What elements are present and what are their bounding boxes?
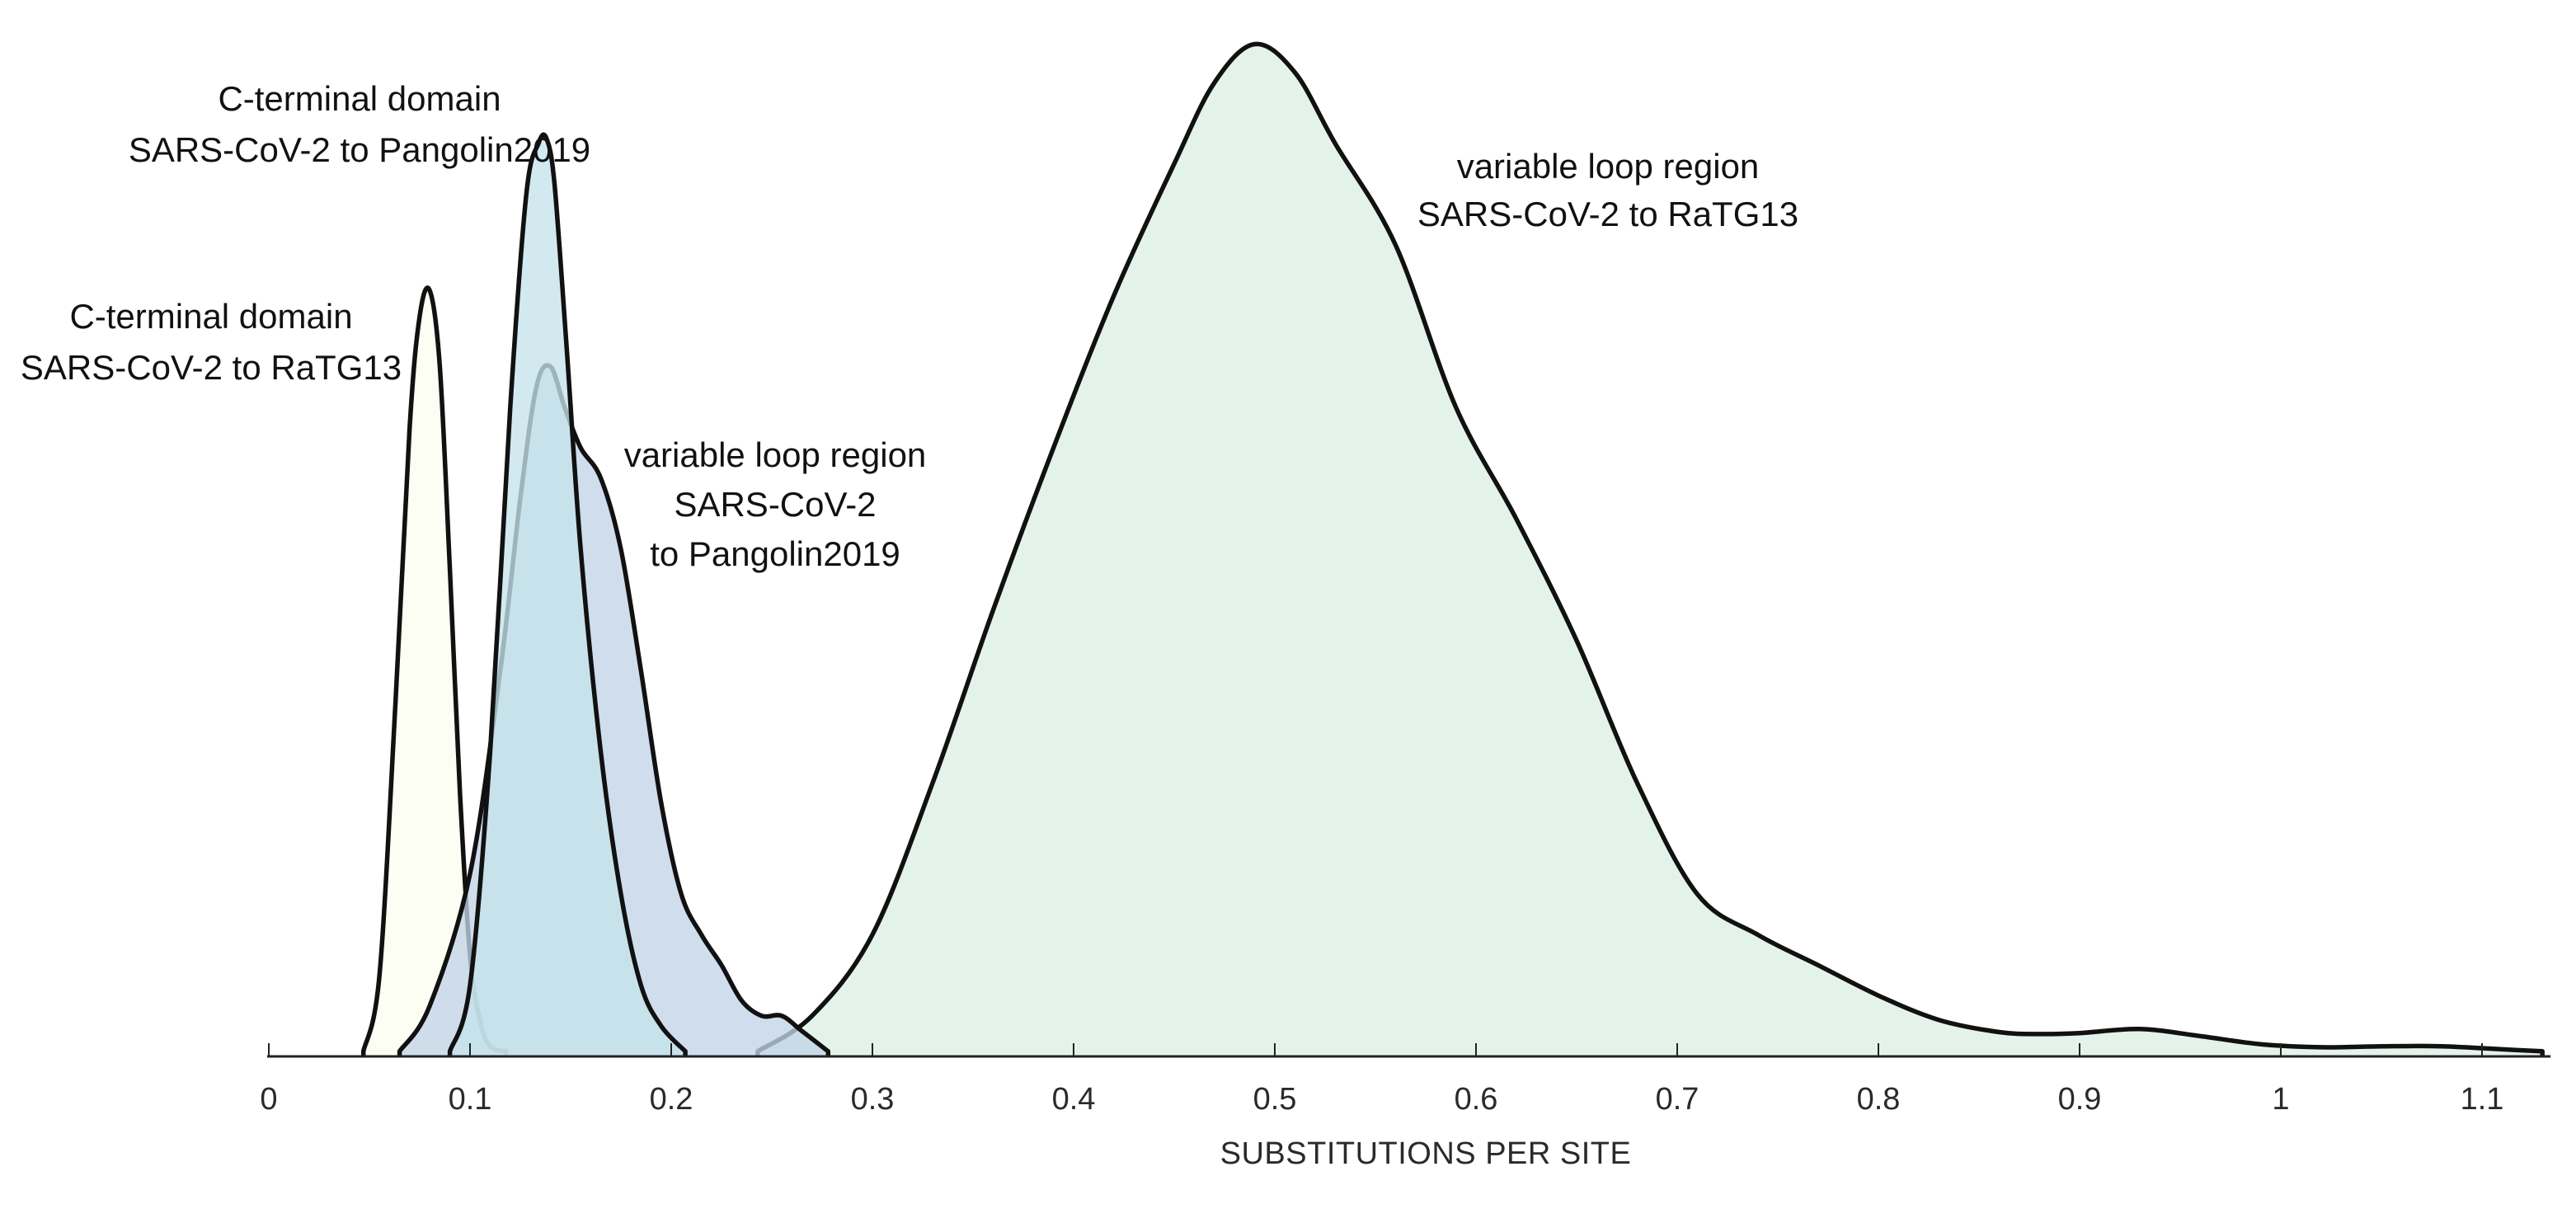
annotation-line: C-terminal domain <box>218 79 501 118</box>
annotation-line: SARS-CoV-2 <box>674 485 876 524</box>
x-tick-label: 0.3 <box>851 1082 895 1117</box>
x-tick-label: 0.5 <box>1253 1082 1297 1117</box>
annotation-line: to Pangolin2019 <box>650 534 900 573</box>
x-tick-label: 1.1 <box>2461 1082 2504 1117</box>
x-tick-label: 0.8 <box>1857 1082 1901 1117</box>
x-tick-label: 0 <box>260 1082 277 1117</box>
x-tick-label: 0.6 <box>1455 1082 1498 1117</box>
series-annotations: variable loop region SARS-CoV-2 to RaTG13… <box>21 79 1798 573</box>
x-tick-label: 0.4 <box>1052 1082 1096 1117</box>
x-tick-label: 1 <box>2272 1082 2289 1117</box>
annotation-line: variable loop region <box>1457 147 1760 186</box>
density-curves <box>360 41 2545 1057</box>
annotation-vlr-pangolin: variable loop region SARS-CoV-2 to Pangoli… <box>624 435 927 573</box>
annotation-ctd-ratg13: C-terminal domain SARS-CoV-2 to RaTG13 <box>21 297 402 387</box>
annotation-line: SARS-CoV-2 to Pangolin2019 <box>129 130 590 169</box>
x-axis-ticks: 0 0.1 0.2 0.3 0.4 0.5 0.6 0.7 0.8 0.9 1 1.1 <box>260 1043 2503 1117</box>
x-tick-label: 0.1 <box>449 1082 492 1117</box>
annotation-line: SARS-CoV-2 to RaTG13 <box>21 348 402 387</box>
annotation-ctd-pangolin: C-terminal domain SARS-CoV-2 to Pangolin2… <box>129 79 590 169</box>
density-curve-ctd-pangolin-outline <box>447 132 688 1056</box>
annotation-vlr-ratg13: variable loop region SARS-CoV-2 to RaTG13 <box>1417 147 1798 233</box>
annotation-line: C-terminal domain <box>69 297 352 336</box>
x-tick-label: 0.2 <box>650 1082 693 1117</box>
x-axis-title: SUBSTITUTIONS PER SITE <box>1220 1136 1632 1171</box>
density-curve-vlr-ratg13-outline <box>755 41 2545 1056</box>
annotation-line: SARS-CoV-2 to RaTG13 <box>1417 195 1798 233</box>
x-tick-label: 0.7 <box>1656 1082 1699 1117</box>
annotation-line: variable loop region <box>624 435 927 474</box>
density-curve-vlr-ratg13-fill <box>757 44 2543 1057</box>
x-tick-label: 0.9 <box>2058 1082 2102 1117</box>
density-curve-ctd-pangolin-fill <box>449 134 686 1057</box>
density-curve-ctd-ratg13-fill <box>363 287 506 1056</box>
